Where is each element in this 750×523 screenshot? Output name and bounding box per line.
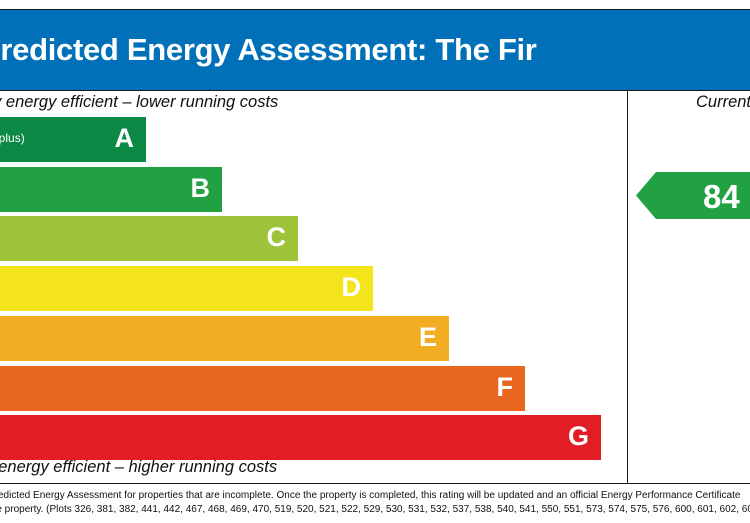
footer-disclaimer: Predicted Energy Assessment for properti… [0, 489, 750, 517]
band-c-letter: C [266, 222, 287, 252]
band-a-range: (92 plus) [0, 131, 25, 145]
band-f: F [0, 366, 525, 411]
band-a: (92 plus) A [0, 117, 146, 162]
page-title: Predicted Energy Assessment: The Fir [0, 32, 537, 67]
band-e: E [0, 316, 449, 361]
current-rating-value: 84 [703, 178, 740, 215]
band-d: D [0, 266, 373, 311]
band-b-letter: B [190, 173, 211, 203]
column-divider [627, 89, 628, 483]
inefficient-note: Not energy efficient – higher running co… [0, 458, 278, 476]
band-d-letter: D [341, 272, 362, 302]
band-f-letter: F [496, 372, 514, 402]
current-rating-arrow-shape [636, 172, 750, 219]
header-banner: Predicted Energy Assessment: The Fir [0, 9, 750, 91]
band-e-letter: E [418, 322, 437, 352]
band-g: G [0, 415, 601, 460]
band-b: B [0, 167, 222, 212]
efficient-note: Very energy efficient – lower running co… [0, 93, 279, 111]
footer-line-1: Predicted Energy Assessment for properti… [0, 490, 741, 501]
current-column-label: Current [696, 93, 750, 111]
footer-line-2: the property. (Plots 326, 381, 382, 441,… [0, 504, 750, 515]
band-a-letter: A [114, 123, 135, 153]
band-g-letter: G [567, 421, 589, 451]
frame-bottom-border [0, 483, 750, 484]
band-c: C [0, 216, 298, 261]
